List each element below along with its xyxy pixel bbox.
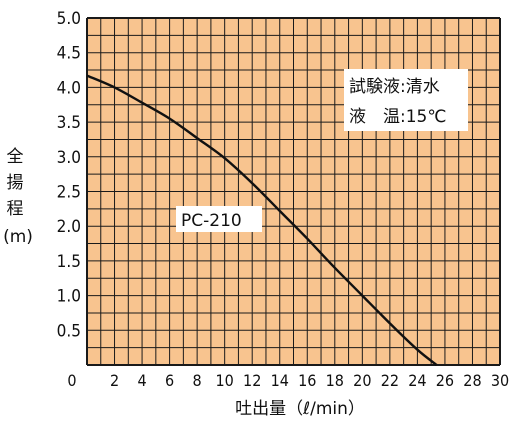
y-tick-label: 4.0: [57, 78, 81, 98]
x-tick-label: 22: [381, 371, 399, 390]
x-tick-label: 6: [165, 371, 174, 390]
test-liquid-label: 試験液:清水: [349, 77, 440, 97]
series-line-pc-210: [86, 74, 438, 366]
x-tick-label: 14: [271, 371, 289, 390]
y-axis-title: 全 揚 程 (m): [3, 147, 33, 247]
series-label-text: PC-210: [181, 211, 242, 231]
x-tick-label: 16: [298, 371, 316, 390]
x-tick-label: 26: [436, 371, 454, 390]
x-tick-label: 30: [491, 371, 509, 390]
x-tick-label: 20: [353, 371, 371, 390]
x-tick-label: 8: [193, 371, 202, 390]
x-axis-title: 吐出量（ℓ/min）: [235, 399, 365, 419]
y-tick-label: 2.0: [57, 217, 81, 237]
x-tick-label: 0: [67, 371, 76, 390]
test-conditions-note: 試験液:清水 液 温:15℃: [344, 69, 468, 131]
y-tick-label: 3.0: [57, 148, 81, 168]
liquid-temperature-label: 液 温:15℃: [349, 107, 446, 127]
y-tick-label: 4.5: [57, 44, 81, 64]
y-tick-label: 1.0: [57, 287, 81, 307]
y-axis-title-char-2: 揚: [7, 173, 24, 193]
y-tick-label: 3.5: [57, 113, 81, 133]
y-axis-unit: (m): [3, 227, 33, 247]
x-tick-label: 2: [110, 371, 119, 390]
series-label-pc-210: PC-210: [176, 206, 262, 232]
test-conditions-box: [344, 69, 468, 131]
x-tick-label: 4: [137, 371, 146, 390]
y-tick-label: 1.5: [57, 252, 81, 272]
x-tick-label: 10: [216, 371, 234, 390]
x-tick-label: 12: [243, 371, 261, 390]
grid: [86, 17, 501, 366]
y-axis-title-char-3: 程: [7, 199, 24, 219]
y-tick-label: 0.5: [57, 321, 81, 341]
y-tick-label: 2.5: [57, 183, 81, 203]
x-tick-label: 18: [326, 371, 344, 390]
x-tick-label: 28: [463, 371, 481, 390]
y-axis-ticks: 5.0 4.5 4.0 3.5 3.0 2.5 2.0 1.5 1.0 0.5: [57, 9, 81, 341]
x-axis-ticks: 0 2 4 6 8 10 12 14 16 18 20 22 24 26 28 30: [67, 371, 509, 390]
series-label-box: [176, 206, 262, 232]
y-axis-title-char-1: 全: [7, 147, 24, 167]
y-tick-label: 5.0: [57, 9, 81, 29]
x-tick-label: 24: [408, 371, 426, 390]
